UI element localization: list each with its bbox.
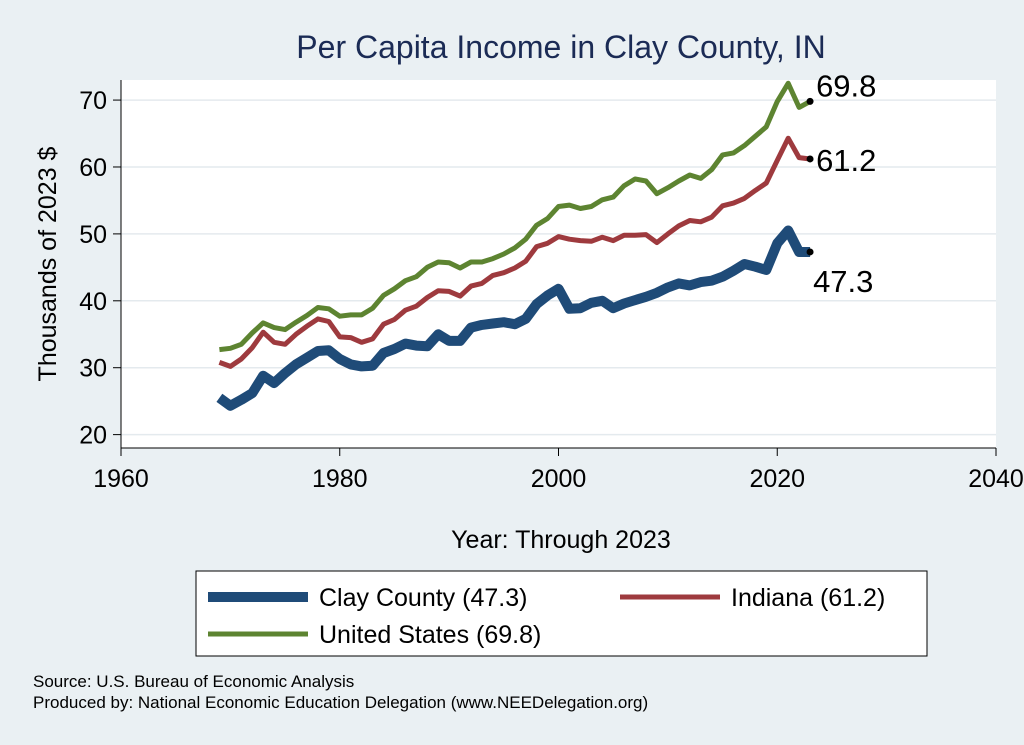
legend-label-united-states: United States (69.8) [319,621,541,649]
legend-label-indiana: Indiana (61.2) [731,584,885,612]
series-line-united-states [219,80,812,353]
series-lines [216,80,812,411]
end-label-clay-county: 47.3 [813,264,873,299]
y-tick-label-30: 30 [79,355,107,383]
legend-box [195,570,928,657]
end-marker-united-states [806,97,814,105]
gridlines [121,99,996,436]
legend: Clay County (47.3) Indiana (61.2) United… [195,570,928,657]
x-tick-label-2020: 2020 [749,465,805,493]
legend-label-clay-county: Clay County (47.3) [319,584,527,612]
y-tick-label-50: 50 [79,221,107,249]
y-tick-label-40: 40 [79,288,107,316]
end-marker-indiana [806,155,814,163]
chart-title: Per Capita Income in Clay County, IN [296,29,825,65]
series-line-clay-county [216,225,811,411]
plot-area [121,80,996,448]
y-axis-title: Thousands of 2023 $ [34,146,62,381]
y-tick-label-60: 60 [79,154,107,182]
x-axis-ticks: 1960 1980 2000 2020 2040 [93,448,1024,493]
x-axis-title: Year: Through 2023 [451,526,671,554]
producer-note: Produced by: National Economic Education… [33,693,648,712]
series-line-indiana [218,135,811,369]
x-tick-label-2000: 2000 [531,465,587,493]
y-tick-label-20: 20 [79,422,107,450]
x-tick-label-1960: 1960 [93,465,149,493]
end-label-indiana: 61.2 [816,143,876,178]
source-note: Source: U.S. Bureau of Economic Analysis [33,672,354,691]
x-tick-label-1980: 1980 [312,465,368,493]
end-labels: 47.3 61.2 69.8 [806,68,876,299]
x-tick-label-2040: 2040 [968,465,1024,493]
y-tick-label-70: 70 [79,87,107,115]
end-marker-clay-county [806,248,814,256]
y-axis-ticks: 20 30 40 50 60 70 [79,87,121,450]
end-label-united-states: 69.8 [816,68,876,103]
